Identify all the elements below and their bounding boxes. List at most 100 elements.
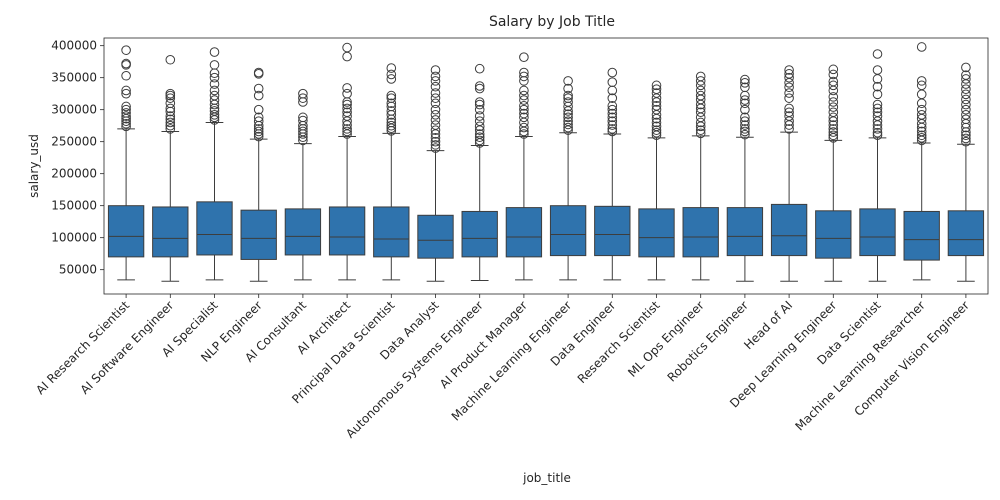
outlier-point	[519, 129, 529, 139]
box-iqr	[373, 206, 410, 258]
outlier-point	[872, 81, 883, 92]
outlier-point	[386, 106, 397, 116]
outlier-point	[430, 81, 441, 92]
box-group	[505, 52, 543, 281]
outlier-point	[519, 108, 529, 119]
outlier-point	[961, 62, 971, 73]
outlier-point	[695, 76, 706, 86]
outlier-point	[519, 90, 529, 101]
box-group	[594, 67, 631, 281]
box-iqr	[859, 208, 896, 257]
outlier-point	[607, 93, 618, 103]
outlier-point	[165, 54, 176, 65]
outlier-point	[342, 126, 352, 137]
box-group	[373, 63, 410, 281]
box-iqr	[461, 210, 498, 258]
outlier-point	[607, 104, 618, 115]
box-iqr	[947, 210, 985, 257]
box-group	[328, 42, 366, 281]
box-group	[284, 88, 322, 281]
outlier-point	[607, 77, 618, 87]
outlier-point	[209, 106, 220, 116]
outlier-point	[563, 119, 573, 130]
outlier-point	[695, 90, 706, 101]
outlier-point	[519, 52, 529, 63]
outlier-point	[430, 143, 441, 153]
outlier-point	[121, 45, 131, 55]
box-iqr	[240, 209, 277, 260]
outlier-point	[165, 93, 176, 103]
outlier-point	[342, 88, 352, 99]
outlier-point	[651, 80, 662, 91]
outlier-point	[828, 76, 839, 87]
box-iqr	[417, 214, 454, 259]
box-group	[682, 71, 719, 281]
box-iqr	[638, 208, 675, 258]
outlier-point	[563, 97, 573, 107]
outlier-point	[740, 112, 750, 123]
outlier-point	[121, 108, 131, 118]
outlier-point	[607, 67, 618, 78]
box-iqr	[903, 210, 940, 261]
outlier-point	[961, 74, 971, 84]
box-group	[815, 64, 852, 282]
outlier-point	[828, 107, 839, 118]
box-iqr	[549, 205, 587, 257]
outlier-point	[386, 63, 397, 73]
outlier-point	[253, 124, 264, 134]
outlier-point	[784, 65, 794, 75]
outlier-point	[253, 131, 264, 142]
outlier-point	[563, 83, 573, 94]
outlier-point	[607, 120, 618, 130]
outlier-point	[651, 117, 662, 128]
outlier-point	[474, 135, 485, 146]
outlier-point	[872, 65, 883, 75]
outlier-point	[253, 112, 264, 123]
outlier-point	[474, 129, 485, 139]
outlier-point	[165, 98, 176, 109]
outlier-point	[519, 112, 529, 123]
outlier-point	[563, 76, 573, 86]
box-group	[152, 54, 189, 282]
outlier-point	[253, 83, 264, 94]
outlier-point	[916, 104, 927, 115]
outlier-point	[563, 109, 573, 119]
outlier-point	[563, 90, 573, 101]
outlier-point	[740, 116, 750, 126]
outlier-point	[342, 111, 352, 121]
outlier-point	[253, 104, 264, 115]
outlier-point	[916, 133, 927, 143]
outlier-point	[872, 49, 883, 59]
box-group	[770, 65, 808, 282]
outlier-point	[695, 117, 706, 128]
y-tick-label: 250000	[51, 135, 97, 149]
outlier-point	[784, 82, 794, 93]
outlier-point	[165, 124, 176, 134]
outlier-point	[784, 107, 794, 118]
box-group	[549, 76, 587, 281]
outlier-point	[828, 102, 839, 112]
outlier-point	[209, 110, 220, 120]
outlier-point	[342, 42, 352, 53]
outlier-point	[607, 112, 618, 123]
outlier-point	[474, 132, 485, 142]
outlier-point	[519, 101, 529, 111]
outlier-point	[961, 70, 971, 80]
outlier-point	[828, 127, 839, 137]
outlier-point	[961, 114, 971, 125]
outlier-point	[165, 103, 176, 114]
outlier-point	[828, 69, 839, 80]
outlier-point	[386, 69, 397, 80]
outlier-point	[430, 65, 441, 75]
box-group	[726, 74, 764, 282]
outlier-point	[474, 99, 485, 110]
outlier-point	[961, 136, 971, 147]
outlier-point	[961, 130, 971, 141]
box-iqr	[284, 208, 322, 256]
box-iqr	[107, 205, 145, 258]
outlier-point	[342, 83, 352, 93]
outlier-point	[607, 124, 618, 134]
outlier-point	[209, 47, 220, 57]
y-tick-label: 200000	[51, 167, 97, 181]
y-tick-label: 400000	[51, 39, 97, 53]
